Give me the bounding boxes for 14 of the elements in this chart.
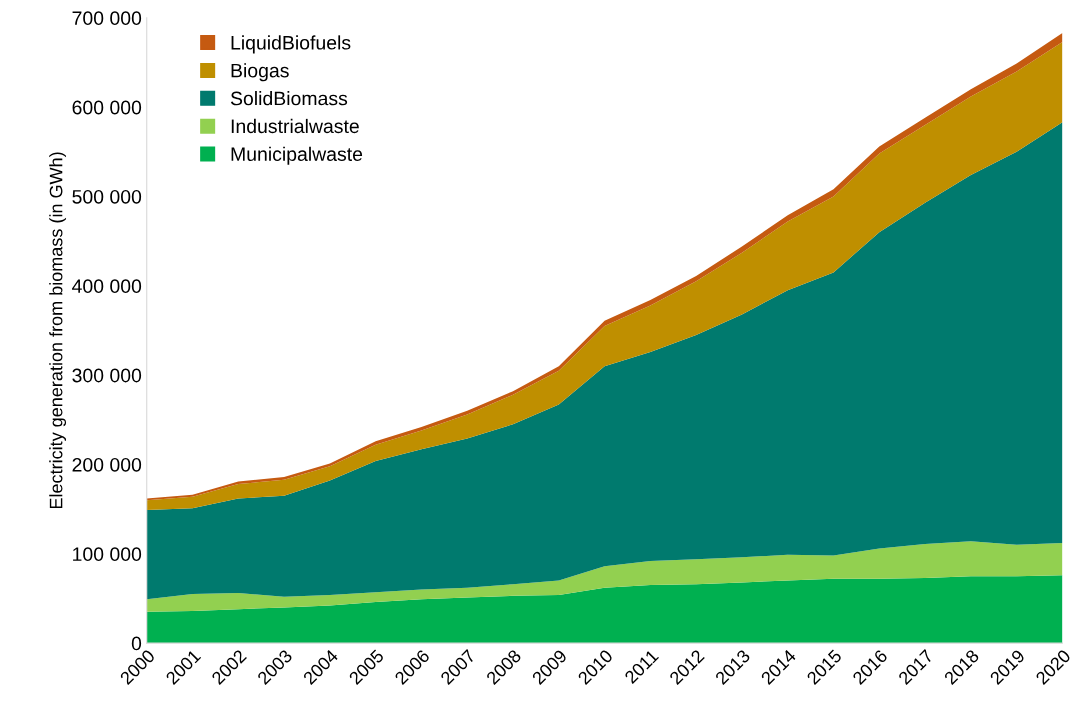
legend-label: LiquidBiofuels [231, 35, 351, 54]
y-tick-label: 300 000 [72, 368, 142, 383]
legend-label: Municipalwaste [231, 146, 363, 165]
y-tick-label: 600 000 [72, 100, 142, 115]
y-tick-label: 400 000 [72, 279, 142, 294]
legend-label: Industrialwaste [231, 118, 359, 134]
legend-label: SolidBiomass [230, 91, 348, 106]
y-tick-label: 0 [131, 636, 142, 651]
y-tick-label: 500 000 [72, 189, 142, 204]
y-tick-label: 100 000 [73, 547, 142, 562]
y-tick-label: 700 000 [72, 11, 142, 26]
y-axis-title: Electricity generation from biomass (in GWh) [49, 152, 67, 509]
y-tick-label: 200 000 [72, 457, 142, 472]
legend-label: Biogas [231, 63, 289, 82]
